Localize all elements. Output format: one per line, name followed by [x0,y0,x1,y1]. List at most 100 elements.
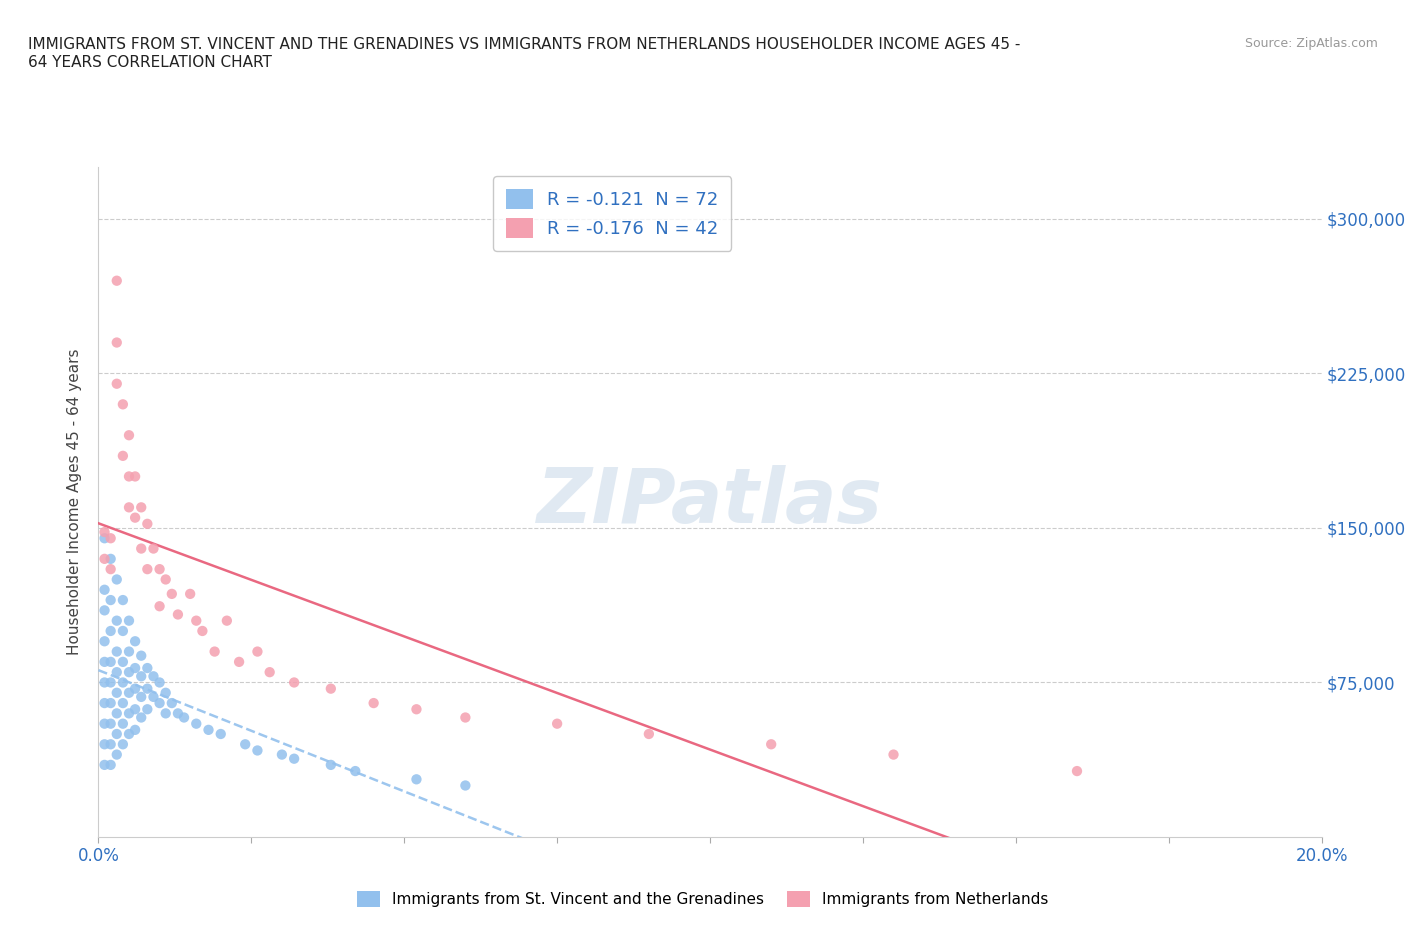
Point [197,723,219,737]
Point [209,726,232,741]
Point [118,706,141,721]
Point [179,587,201,602]
Point [405,702,427,717]
Point [93,531,115,546]
Point [124,634,146,649]
Point [883,747,905,762]
Y-axis label: Householder Income Ages 45 - 64 years: Householder Income Ages 45 - 64 years [67,349,83,656]
Point [173,711,195,725]
Point [105,726,128,741]
Point [100,716,122,731]
Text: IMMIGRANTS FROM ST. VINCENT AND THE GRENADINES VS IMMIGRANTS FROM NETHERLANDS HO: IMMIGRANTS FROM ST. VINCENT AND THE GREN… [28,37,1021,70]
Point [246,644,269,659]
Point [136,660,159,675]
Point [118,644,141,659]
Point [100,531,122,546]
Point [118,500,141,515]
Point [405,772,427,787]
Point [111,623,134,638]
Point [100,737,122,751]
Point [546,716,568,731]
Point [136,702,159,717]
Point [149,675,172,690]
Point [93,525,115,539]
Point [759,737,782,751]
Text: Source: ZipAtlas.com: Source: ZipAtlas.com [1244,37,1378,50]
Point [270,747,292,762]
Point [105,377,128,392]
Point [100,696,122,711]
Point [124,511,146,525]
Point [105,685,128,700]
Point [246,743,269,758]
Point [160,587,183,602]
Point [105,747,128,762]
Point [111,448,134,463]
Point [186,716,208,731]
Point [149,562,172,577]
Point [105,613,128,628]
Point [160,696,183,711]
Point [136,562,159,577]
Point [118,726,141,741]
Point [124,660,146,675]
Point [93,551,115,566]
Point [228,655,250,670]
Point [93,655,115,670]
Point [129,500,152,515]
Point [167,706,190,721]
Point [100,655,122,670]
Point [93,737,115,751]
Point [105,572,128,587]
Point [129,689,152,704]
Point [142,541,165,556]
Point [93,634,115,649]
Point [136,516,159,531]
Point [129,648,152,663]
Point [204,644,226,659]
Point [118,613,141,628]
Point [118,469,141,484]
Point [124,702,146,717]
Point [149,696,172,711]
Point [111,716,134,731]
Point [233,737,256,751]
Point [129,669,152,684]
Point [215,613,238,628]
Point [637,726,661,741]
Point [118,685,141,700]
Point [129,541,152,556]
Point [155,706,177,721]
Point [93,696,115,711]
Point [155,572,177,587]
Point [259,665,281,680]
Point [155,685,177,700]
Point [344,764,367,778]
Point [100,562,122,577]
Point [118,428,141,443]
Point [454,711,477,725]
Point [136,681,159,696]
Point [111,737,134,751]
Point [93,757,115,772]
Point [319,681,342,696]
Text: ZIPatlas: ZIPatlas [537,465,883,539]
Point [149,599,172,614]
Point [93,582,115,597]
Point [283,751,305,766]
Point [100,623,122,638]
Point [105,335,128,350]
Legend: Immigrants from St. Vincent and the Grenadines, Immigrants from Netherlands: Immigrants from St. Vincent and the Gren… [352,884,1054,913]
Point [454,778,477,793]
Point [142,669,165,684]
Point [100,675,122,690]
Point [191,623,214,638]
Point [111,655,134,670]
Point [105,273,128,288]
Point [319,757,342,772]
Point [105,644,128,659]
Point [105,665,128,680]
Point [363,696,385,711]
Point [118,665,141,680]
Point [93,675,115,690]
